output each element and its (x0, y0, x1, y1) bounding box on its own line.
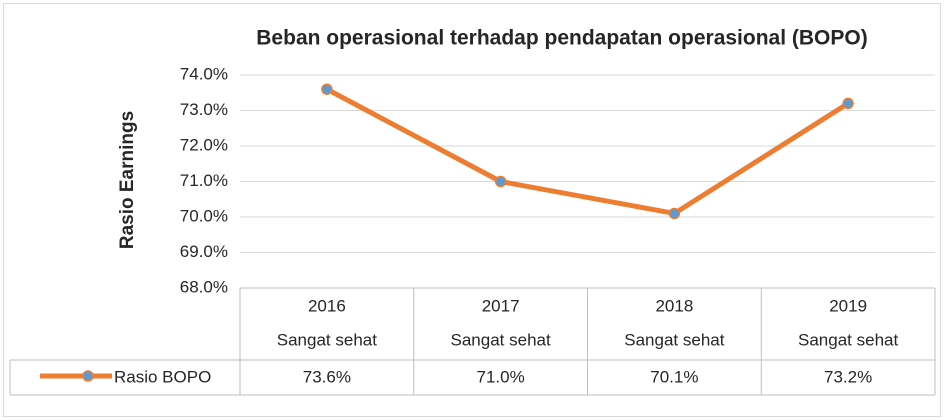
point-marker (494, 175, 507, 188)
data-label: 73.6% (303, 367, 351, 386)
point-marker (668, 207, 681, 220)
x-tick-label: 2018 (655, 296, 693, 315)
x-tick-label: Sangat sehat (277, 330, 377, 349)
chart-title: Beban operasional terhadap pendapatan op… (256, 27, 867, 50)
y-tick-label: 69.0% (180, 242, 228, 261)
x-tick-label: 2019 (829, 296, 867, 315)
data-label: 70.1% (650, 367, 698, 386)
y-tick-label: 70.0% (180, 206, 228, 225)
data-label: 73.2% (824, 367, 872, 386)
series-line (325, 86, 850, 216)
x-tick-label: Sangat sehat (798, 330, 898, 349)
point-marker (842, 97, 854, 110)
y-tick-label: 68.0% (180, 277, 228, 296)
x-tick-label: 2016 (308, 296, 346, 315)
y-tick-label: 72.0% (180, 135, 228, 154)
legend-marker (82, 370, 94, 382)
legend-label: Rasio BOPO (114, 367, 211, 386)
x-tick-label: Sangat sehat (451, 330, 551, 349)
point-marker (321, 83, 333, 95)
x-tick-label: 2017 (482, 296, 520, 315)
y-tick-label: 73.0% (180, 100, 228, 119)
y-axis-label: Rasio Earnings (117, 111, 138, 249)
x-tick-label: Sangat sehat (624, 330, 724, 349)
data-label: 71.0% (477, 367, 525, 386)
y-tick-label: 74.0% (180, 64, 228, 83)
y-tick-label: 71.0% (180, 171, 228, 190)
chart-border (3, 3, 941, 417)
